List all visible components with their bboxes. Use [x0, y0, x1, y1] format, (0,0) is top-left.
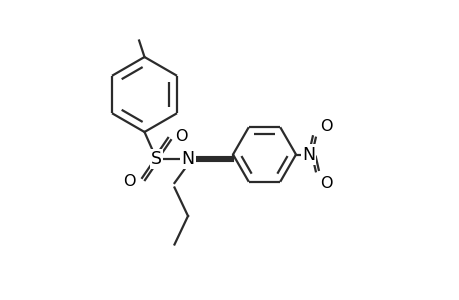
Text: O: O [319, 176, 332, 190]
Text: N: N [302, 146, 314, 164]
Text: S: S [151, 150, 162, 168]
Text: O: O [123, 174, 136, 189]
Text: O: O [319, 118, 332, 134]
Text: N: N [181, 150, 194, 168]
Text: O: O [175, 129, 187, 144]
